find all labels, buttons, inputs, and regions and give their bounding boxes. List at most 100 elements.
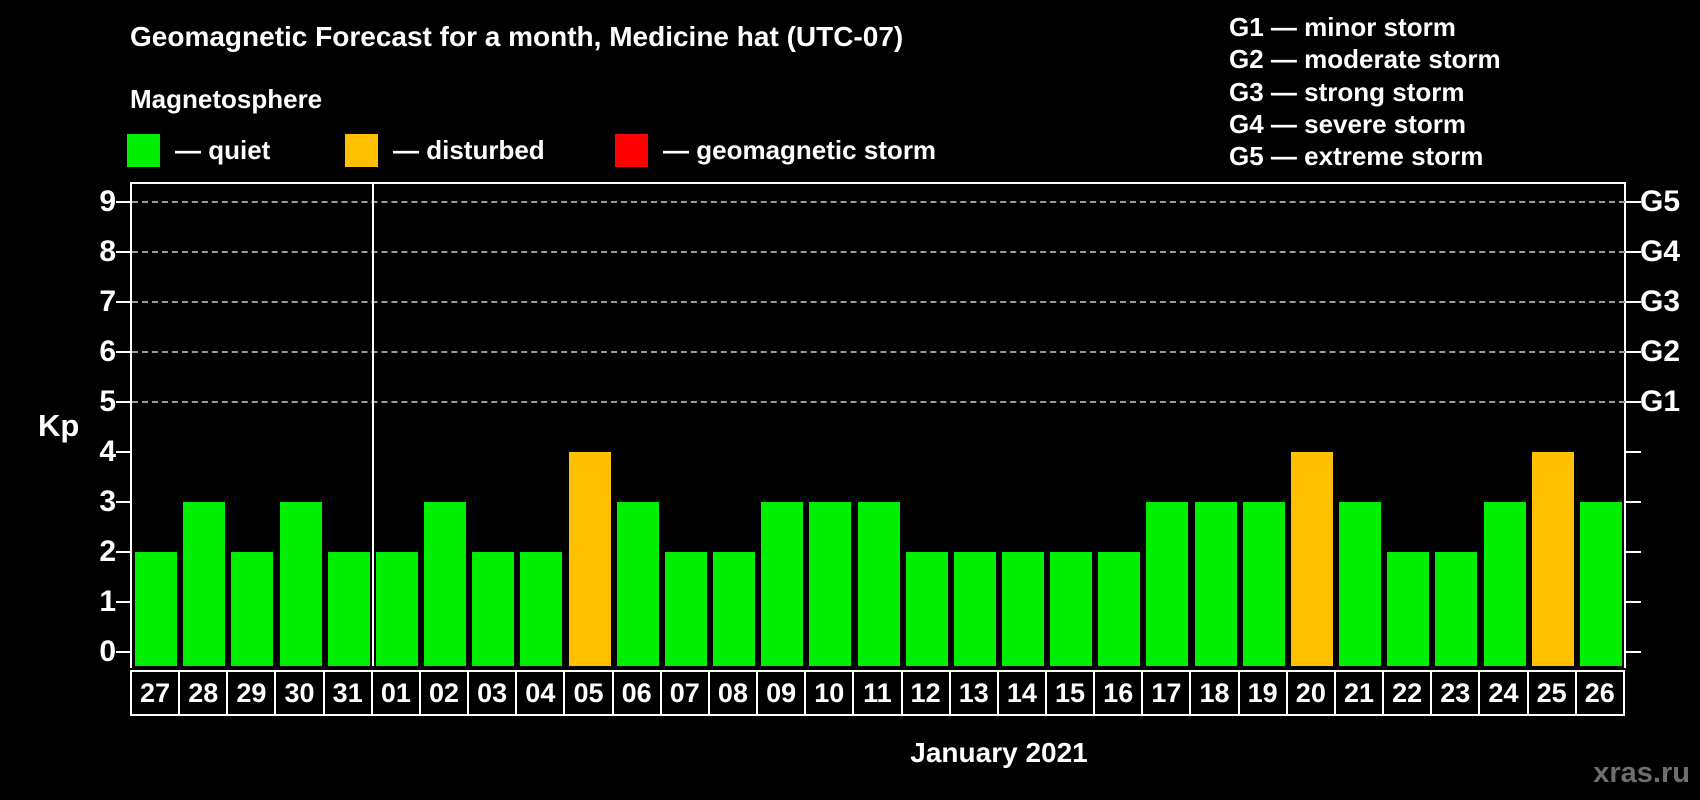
legend-item-quiet: — quiet [127,134,270,167]
y-tick-label: 9 [99,185,116,218]
y-tick-right [1626,651,1641,653]
kp-bar [1146,502,1189,666]
disturbed-color-swatch [345,134,378,167]
gridline [132,251,1625,253]
day-label-cell: 01 [373,672,421,714]
day-label-cell: 23 [1432,672,1481,714]
kp-bar [1339,502,1382,666]
month-separator-line [371,183,374,666]
y-tick-left [116,301,131,303]
day-label-cell: 30 [276,672,325,714]
y-tick-label: 8 [99,235,116,268]
day-label-cell: 08 [710,672,759,714]
kp-bar [327,552,370,666]
chart-title: Geomagnetic Forecast for a month, Medici… [130,21,904,52]
g-axis-label: G5 [1640,185,1681,218]
y-tick-label: 3 [99,485,116,518]
y-tick-right [1626,601,1641,603]
kp-bar [1290,452,1333,666]
y-axis-title: Kp [38,408,80,443]
y-tick-right [1626,551,1641,553]
y-tick-label: 5 [99,385,116,418]
plot-top-border [130,182,1626,184]
g-legend-line-g4: G4 — severe storm [1229,108,1467,139]
g-legend-line-g3: G3 — strong storm [1229,76,1465,107]
y-tick-label: 4 [99,435,116,468]
day-label-cell: 13 [951,672,999,714]
kp-bar [375,552,418,666]
kp-bar [713,552,756,666]
storm-color-swatch [615,134,648,167]
g-legend-line-g5: G5 — extreme storm [1229,141,1484,172]
kp-bar [1435,552,1478,666]
kp-bar [472,552,515,666]
y-tick-left [116,501,131,503]
kp-bar [1001,552,1044,666]
day-label-cell: 25 [1529,672,1577,714]
legend-label-storm: — geomagnetic storm [663,135,937,165]
y-tick-right [1626,501,1641,503]
x-axis-title: January 2021 [910,737,1088,768]
kp-bar [664,552,707,666]
day-label-cell: 12 [903,672,951,714]
x-axis-day-labels: 27 28 29 30 31 01 02 03 04 05 06 07 08 09 10 11 12 13 14 15… [130,670,1625,716]
gridline [132,301,1625,303]
y-tick-left [116,251,131,253]
y-tick-label: 0 [99,635,116,668]
kp-bar [761,502,804,666]
day-label-cell: 02 [421,672,470,714]
legend-label-disturbed: — disturbed [393,135,545,165]
day-label-cell: 05 [565,672,614,714]
day-label-cell: 14 [999,672,1047,714]
day-label-cell: 06 [614,672,662,714]
kp-bar [279,502,322,666]
y-tick-label: 2 [99,535,116,568]
watermark: xras.ru [1593,757,1690,789]
g-legend-line-g1: G1 — minor storm [1229,12,1456,42]
gridline [132,201,1625,203]
kp-bar [135,552,178,666]
kp-bar [520,552,563,666]
kp-bar [568,452,611,666]
y-tick-left [116,551,131,553]
day-label-cell: 28 [180,672,229,714]
kp-bar [1194,502,1237,666]
day-label-cell: 27 [132,672,181,714]
day-label-cell: 16 [1095,672,1144,714]
day-label-cell: 19 [1240,672,1288,714]
chart-subtitle: Magnetosphere [130,84,323,114]
y-tick-left [116,201,131,203]
kp-bar [1242,502,1285,666]
legend-item-disturbed: — disturbed [345,134,545,167]
y-tick-right [1626,251,1641,253]
kp-bar [1387,552,1430,666]
gridline [132,351,1625,353]
y-tick-left [116,351,131,353]
y-tick-right [1626,301,1641,303]
kp-bar [905,552,948,666]
kp-bar [1579,502,1622,666]
day-label-cell: 11 [854,672,903,714]
y-tick-right [1626,401,1641,403]
day-label-cell: 09 [758,672,807,714]
y-tick-right [1626,351,1641,353]
day-label-cell: 26 [1584,677,1615,708]
day-label-cell: 18 [1191,672,1240,714]
kp-bar [1531,452,1574,666]
day-label-cell: 04 [517,672,566,714]
gridline [132,401,1625,403]
day-label-cell: 07 [662,672,710,714]
day-label-cell: 21 [1336,672,1385,714]
day-label-cell: 15 [1047,672,1096,714]
g-axis-label: G4 [1640,235,1681,268]
kp-bar [424,502,467,666]
y-tick-left [116,601,131,603]
plot-area [132,183,1625,666]
day-label-cell: 31 [325,672,373,714]
y-axis-left [130,182,132,668]
day-label-cell: 03 [469,672,518,714]
y-tick-right [1626,451,1641,453]
legend-item-storm: — geomagnetic storm [615,134,936,167]
kp-bar [183,502,226,666]
